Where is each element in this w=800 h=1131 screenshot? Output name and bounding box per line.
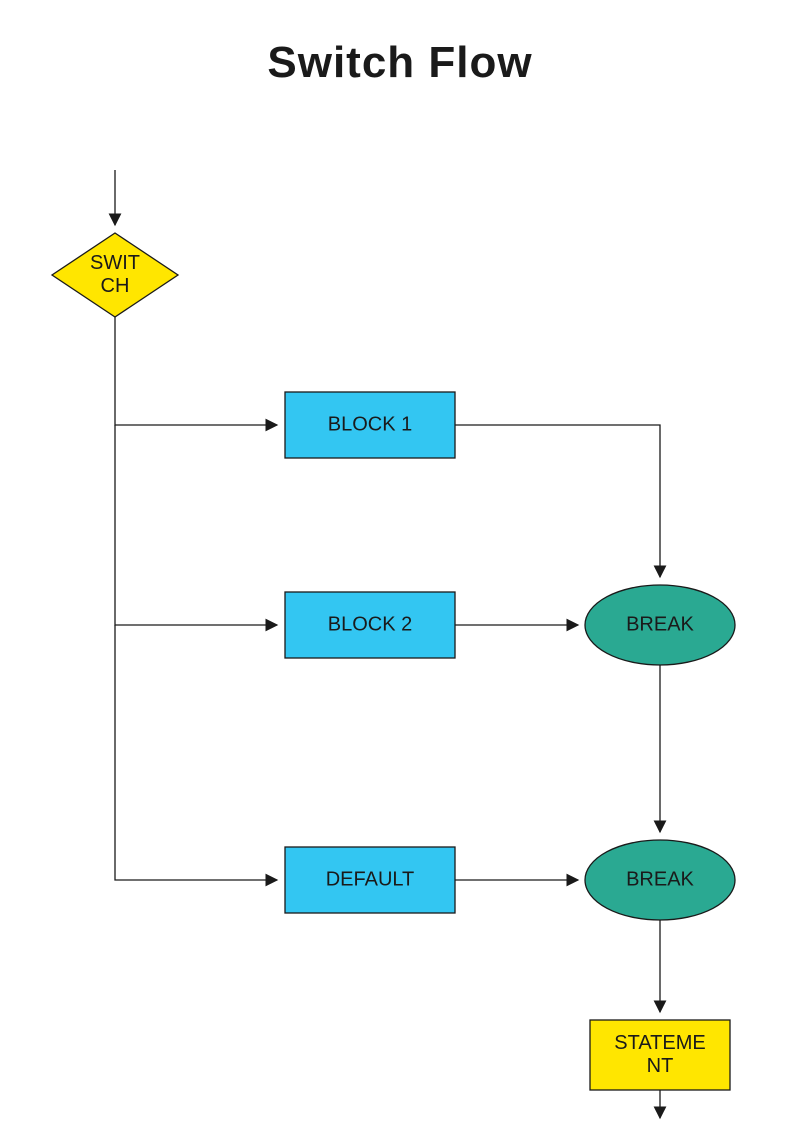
flow-edge [115, 425, 277, 625]
node-label: NT [647, 1055, 674, 1077]
node-label: CH [101, 275, 130, 297]
node-default: DEFAULT [285, 847, 455, 913]
flow-edge [115, 625, 277, 880]
node-break2: BREAK [585, 840, 735, 920]
node-label: DEFAULT [326, 868, 415, 890]
node-label: BREAK [626, 613, 694, 635]
flowchart-svg: SWITCH BLOCK 1 BLOCK 2 DEFAULT BREAK BREAK STA… [0, 0, 800, 1131]
node-label: BLOCK 2 [328, 613, 412, 635]
node-label: SWIT [90, 252, 140, 274]
node-label: BLOCK 1 [328, 413, 412, 435]
node-block1: BLOCK 1 [285, 392, 455, 458]
node-break1: BREAK [585, 585, 735, 665]
node-statement: STATEMENT [590, 1020, 730, 1090]
flow-edge [455, 425, 660, 577]
node-label: STATEME [614, 1032, 705, 1054]
flowchart-canvas: Switch Flow SWITCHBLOCK 1BLOCK 2DEFAULTB… [0, 0, 800, 1131]
flow-edge [115, 317, 277, 425]
node-block2: BLOCK 2 [285, 592, 455, 658]
node-switch: SWITCH [52, 233, 178, 317]
node-label: BREAK [626, 868, 694, 890]
